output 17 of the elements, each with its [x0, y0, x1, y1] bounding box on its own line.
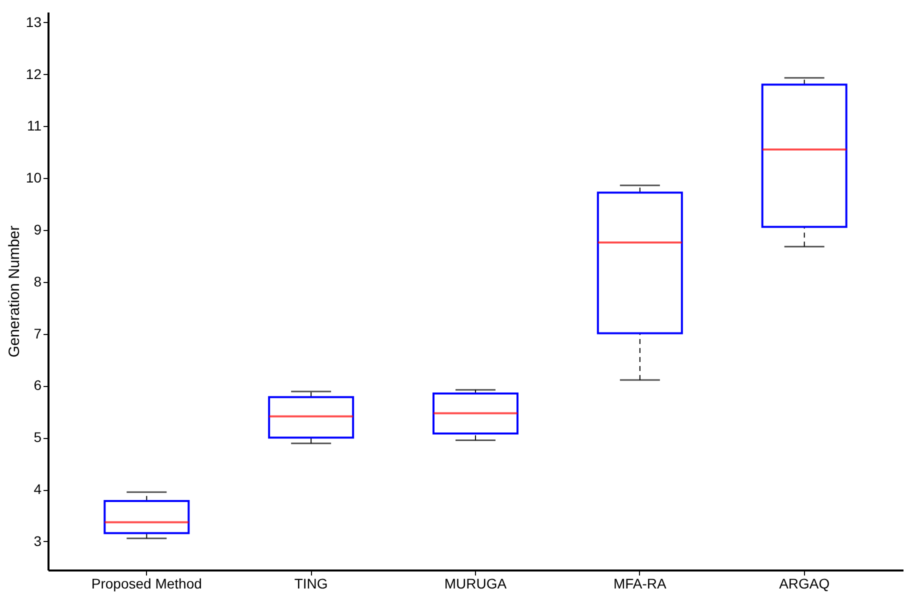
x-tick-label: MFA-RA: [613, 576, 668, 592]
x-tick-label: Proposed Method: [91, 576, 202, 592]
y-tick-label: 4: [34, 481, 42, 498]
y-tick-label: 6: [34, 377, 42, 394]
y-tick-label: 3: [34, 532, 42, 549]
y-tick-label: 12: [26, 66, 42, 82]
y-tick-label: 9: [34, 222, 42, 238]
x-tick-label: TING: [294, 576, 328, 592]
y-tick-label: 8: [34, 273, 42, 290]
y-tick-label: 13: [26, 14, 42, 30]
y-tick-label: 11: [26, 118, 42, 134]
x-tick-label: ARGAQ: [779, 576, 830, 592]
y-tick-label: 10: [26, 170, 42, 186]
y-tick-label: 7: [34, 325, 42, 342]
x-tick-label: MURUGA: [444, 576, 508, 592]
y-tick-label: 5: [34, 429, 42, 446]
y-axis-title: Generation Number: [6, 226, 23, 358]
